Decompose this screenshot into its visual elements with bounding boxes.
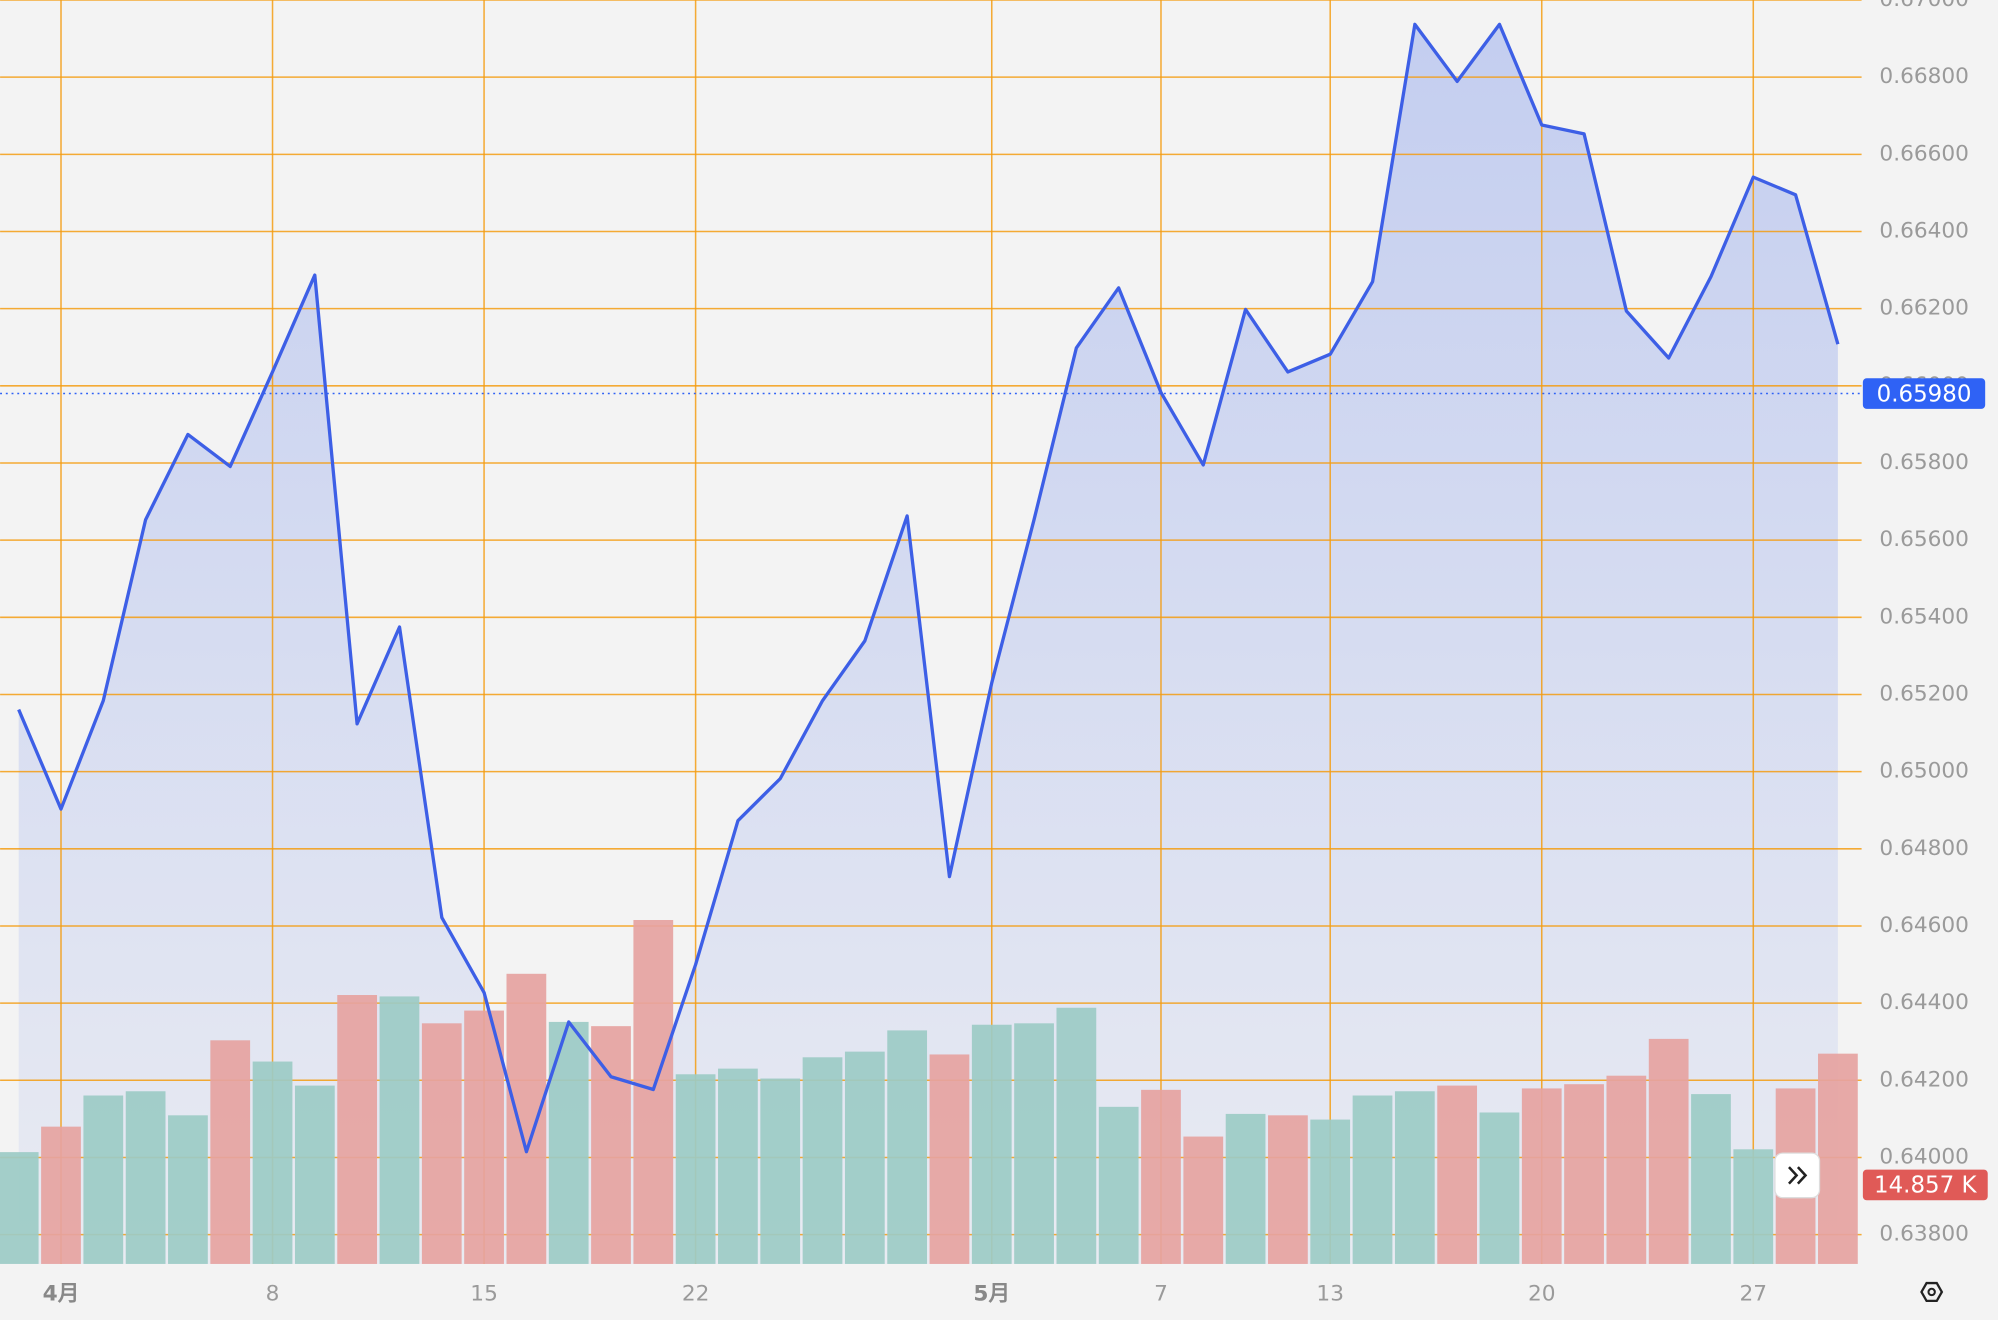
x-tick-label: 22	[682, 1282, 710, 1307]
volume-bar	[464, 1010, 504, 1264]
x-tick-label: 5月	[973, 1282, 1010, 1307]
volume-bar	[633, 919, 674, 1264]
volume-bar	[1648, 1038, 1689, 1264]
volume-bar	[1183, 1136, 1224, 1264]
y-tick-label: 0.67000	[1879, 0, 1969, 12]
volume-bar	[971, 1024, 1012, 1264]
volume-bar	[506, 973, 547, 1264]
settings-dot	[1927, 1287, 1936, 1297]
volume-bar	[1141, 1089, 1181, 1264]
volume-bar	[125, 1091, 166, 1264]
price-area	[18, 24, 1838, 1264]
volume-bar	[591, 1026, 631, 1264]
x-tick-label: 13	[1316, 1282, 1344, 1307]
volume-bar	[1225, 1113, 1266, 1264]
volume-bar	[252, 1061, 293, 1264]
current-price-label: 0.65980	[1877, 381, 1972, 407]
y-tick-label: 0.65400	[1879, 604, 1969, 629]
volume-bar	[41, 1126, 81, 1264]
y-tick-label: 0.65200	[1879, 681, 1969, 706]
volume-bar	[718, 1068, 758, 1264]
x-tick-label: 8	[266, 1282, 280, 1307]
x-tick-label: 7	[1154, 1282, 1168, 1307]
volume-bar	[675, 1074, 716, 1264]
volume-bar	[1437, 1085, 1478, 1264]
volume-bar	[1479, 1112, 1520, 1264]
volume-bar	[760, 1078, 801, 1264]
y-tick-label: 0.65800	[1879, 450, 1969, 475]
volume-bar	[1521, 1088, 1562, 1264]
volume-bar	[1056, 1007, 1097, 1264]
x-tick-label: 4月	[43, 1282, 80, 1307]
y-tick-label: 0.64800	[1879, 836, 1969, 861]
volume-bar	[802, 1057, 843, 1264]
volume-bar	[1014, 1023, 1054, 1264]
x-tick-label: 27	[1739, 1282, 1767, 1307]
y-tick-label: 0.64200	[1879, 1067, 1969, 1092]
volume-bar	[168, 1115, 208, 1264]
volume-bar	[1098, 1106, 1139, 1264]
volume-bar	[210, 1040, 251, 1264]
settings-button[interactable]	[1920, 1281, 1944, 1303]
scroll-icon	[1788, 1166, 1808, 1185]
y-tick-label: 0.66200	[1879, 296, 1969, 321]
volume-bar	[1310, 1119, 1351, 1264]
scroll-button[interactable]	[1774, 1152, 1821, 1199]
volume-bar	[844, 1051, 885, 1264]
volume-bar	[337, 995, 378, 1264]
y-tick-label: 0.64000	[1879, 1144, 1969, 1169]
volume-bar	[83, 1095, 124, 1264]
volume-bar	[1606, 1075, 1647, 1264]
y-tick-label: 0.64600	[1879, 913, 1969, 938]
volume-bar	[421, 1023, 462, 1264]
settings-icon[interactable]	[1920, 1281, 1944, 1303]
y-tick-label: 0.65600	[1879, 527, 1969, 552]
volume-label-box	[1862, 1169, 1988, 1201]
y-tick-label: 0.66800	[1879, 64, 1969, 89]
volume-bar	[294, 1085, 335, 1264]
volume-bar	[1352, 1095, 1393, 1264]
volume-bar	[0, 1152, 39, 1264]
volume-label: 14.857 K	[1874, 1173, 1977, 1199]
y-tick-label: 0.63800	[1879, 1222, 1969, 1247]
y-tick-label: 0.64400	[1879, 990, 1969, 1015]
volume-bar	[379, 996, 420, 1264]
volume-bar	[929, 1054, 970, 1264]
volume-bar	[1268, 1115, 1308, 1264]
price-line	[17, 22, 1840, 1154]
volume-bar	[1818, 1053, 1858, 1264]
y-tick-label: 0.66400	[1879, 218, 1969, 243]
volume-bar	[1733, 1149, 1774, 1264]
volume-bar	[1691, 1094, 1731, 1264]
volume-bar	[1394, 1091, 1435, 1264]
x-tick-label: 15	[470, 1282, 498, 1307]
x-tick-label: 20	[1528, 1282, 1556, 1307]
volume-bar	[548, 1021, 589, 1264]
current-price-box	[1862, 378, 1986, 409]
volume-bar	[887, 1030, 928, 1264]
volume-bar	[1564, 1084, 1604, 1264]
y-tick-label: 0.65000	[1879, 759, 1969, 784]
y-tick-label: 0.66600	[1879, 141, 1969, 166]
